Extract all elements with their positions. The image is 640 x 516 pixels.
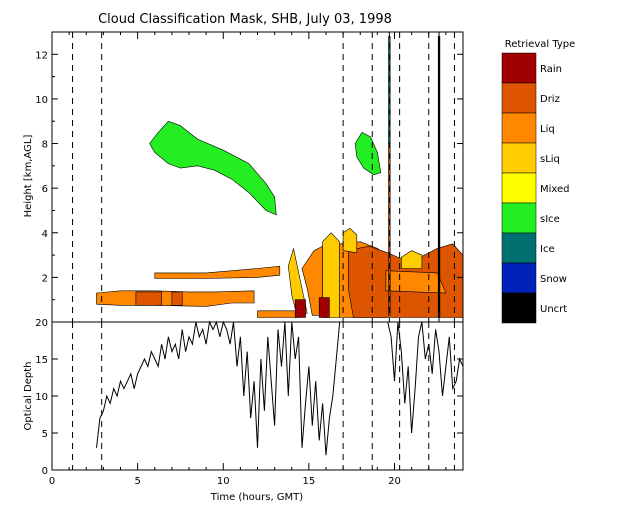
xtick-label-2: 10: [217, 476, 230, 487]
x-axis-label: Time (hours, GMT): [210, 492, 304, 503]
legend-title: Retrieval Type: [505, 39, 576, 50]
top-ytick-label-1: 4: [42, 229, 48, 240]
optical-depth-line-1: [96, 320, 341, 456]
cloud-region-rain-15: [294, 299, 306, 318]
legend-swatch-liq: [501, 112, 537, 144]
top-ytick-label-3: 8: [42, 140, 48, 151]
top-ytick-label-5: 12: [35, 50, 48, 61]
cloud-region-driz-4: [171, 291, 183, 306]
legend-label-liq: Liq: [540, 124, 555, 135]
y-axis-label-optical-depth: Optical Depth: [23, 362, 34, 431]
legend-swatch-snow: [501, 262, 537, 294]
cloud-region-sice-0: [149, 120, 277, 216]
classification-plot: 2 4 6 8 10 12: [35, 31, 464, 323]
legend-swatch-sice: [501, 202, 537, 234]
xtick-label-3: 15: [303, 476, 316, 487]
cloud-region-sliq-6: [287, 248, 308, 316]
legend-swatch-rain: [501, 52, 537, 84]
legend-swatch-ice: [501, 232, 537, 264]
legend-label-snow: Snow: [540, 274, 567, 285]
top-ytick-label-2: 6: [42, 184, 48, 195]
legend-swatch-mixed: [501, 172, 537, 204]
optical-depth-plot: 0 5 10 15 20 0 5 10 15 20: [35, 318, 464, 487]
top-ytick-label-0: 2: [42, 273, 48, 284]
legend: Rain Driz Liq sLiq Mixed sIce Ice Snow Uncrt: [501, 52, 570, 324]
bottom-ytick-label-3: 15: [35, 355, 48, 366]
legend-label-driz: Driz: [540, 94, 560, 105]
cloud-region-liq-5: [154, 265, 281, 279]
legend-swatch-sliq: [501, 142, 537, 174]
cloud-region-rain-16: [318, 297, 330, 318]
bottom-ytick-label-2: 10: [35, 392, 48, 403]
xtick-label-1: 5: [134, 476, 140, 487]
bottom-ytick-label-1: 5: [42, 429, 48, 440]
bottom-ytick-label-0: 0: [42, 466, 48, 477]
cloud-region-sliq-11: [342, 227, 358, 254]
legend-label-sice: sIce: [540, 214, 560, 225]
legend-label-sliq: sLiq: [540, 154, 560, 165]
xtick-label-0: 0: [49, 476, 55, 487]
cloud-region-liq-14: [257, 310, 299, 318]
bottom-ytick-label-4: 20: [35, 318, 48, 329]
top-ytick-label-4: 10: [35, 95, 48, 106]
xtick-label-4: 20: [388, 476, 401, 487]
cloud-region-sice-1: [354, 132, 382, 176]
legend-label-ice: Ice: [540, 244, 555, 255]
legend-swatch-uncrt: [501, 292, 537, 324]
cloud-region-liq-12: [385, 270, 447, 294]
legend-label-rain: Rain: [540, 64, 562, 75]
legend-label-mixed: Mixed: [540, 184, 570, 195]
legend-label-uncrt: Uncrt: [540, 304, 567, 315]
legend-swatch-driz: [501, 82, 537, 114]
y-axis-label-height: Height [km,AGL]: [23, 135, 34, 218]
chart-title: Cloud Classification Mask, SHB, July 03,…: [98, 12, 392, 27]
optical-depth-line-2: [387, 321, 464, 434]
cloud-region-sliq-13: [400, 250, 423, 269]
cloud-region-driz-3: [135, 291, 162, 306]
